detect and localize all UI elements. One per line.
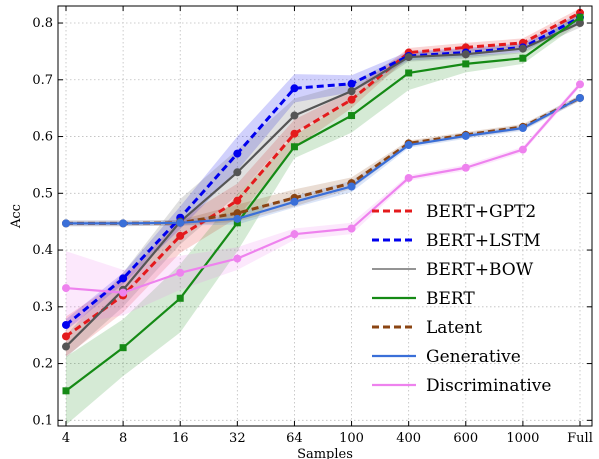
- legend-label-bert-lstm: BERT+LSTM: [426, 231, 541, 251]
- legend-label-latent: Latent: [426, 318, 482, 338]
- y-tick-label: 0.8: [32, 16, 53, 31]
- line-latent: [66, 96, 581, 225]
- y-tick-label: 0.5: [32, 186, 53, 201]
- point-discriminative: [233, 254, 242, 263]
- point-bert: [62, 387, 70, 395]
- point-bert-gpt2: [290, 129, 299, 138]
- series-lines: [65, 11, 581, 392]
- point-bert-bow: [461, 50, 470, 59]
- x-tick-label: 600: [453, 431, 478, 446]
- y-axis-title: Acc: [9, 204, 24, 229]
- point-latent: [233, 209, 242, 218]
- point-discriminative: [347, 224, 356, 233]
- line-generative: [66, 96, 581, 225]
- point-generative: [461, 131, 470, 140]
- point-discriminative: [119, 288, 128, 297]
- point-bert: [290, 143, 298, 151]
- line-bert: [65, 16, 581, 392]
- legend-label-bert: BERT: [426, 289, 475, 309]
- point-generative: [347, 182, 356, 191]
- y-tick-label: 0.7: [32, 73, 53, 88]
- point-bert-bow: [347, 87, 356, 96]
- point-bert-bow: [233, 168, 242, 177]
- axis-ticks: 4 8 16 32 64 100 400 600 1000 Full 0.1 0.2 0.3 0.4 0.5…: [32, 6, 593, 446]
- point-bert: [462, 60, 470, 68]
- point-bert-bow: [404, 53, 413, 62]
- point-bert-gpt2: [233, 196, 242, 205]
- point-discriminative: [576, 80, 584, 89]
- point-generative: [576, 93, 584, 102]
- point-generative: [62, 219, 70, 228]
- legend-label-bert-gpt2: BERT+GPT2: [426, 202, 536, 222]
- point-bert: [576, 13, 584, 21]
- point-bert: [176, 294, 184, 302]
- x-tick-label: 100: [339, 431, 364, 446]
- point-discriminative: [518, 145, 527, 154]
- point-bert-lstm: [62, 320, 70, 329]
- point-bert-lstm: [119, 274, 128, 283]
- legend-label-discriminative: Discriminative: [426, 376, 551, 396]
- y-tick-label: 0.6: [32, 130, 53, 145]
- x-tick-label: 64: [286, 431, 303, 446]
- point-bert-bow: [290, 111, 299, 120]
- band-bert-lstm: [66, 12, 580, 331]
- x-axis-title: Samples: [297, 447, 353, 459]
- point-discriminative: [290, 230, 299, 239]
- y-tick-label: 0.3: [32, 300, 53, 315]
- point-bert: [405, 69, 413, 77]
- point-discriminative: [176, 268, 185, 277]
- line-bert-bow: [65, 22, 581, 348]
- point-bert-gpt2: [176, 231, 185, 240]
- series-markers: [62, 8, 584, 395]
- point-bert-lstm: [290, 84, 299, 93]
- line-discriminative: [65, 83, 581, 294]
- point-bert-bow: [518, 44, 527, 53]
- point-bert: [119, 344, 127, 352]
- x-tick-label: 16: [172, 431, 189, 446]
- point-discriminative: [461, 163, 470, 172]
- y-tick-label: 0.2: [32, 357, 53, 372]
- legend: BERT+GPT2 BERT+LSTM BERT+BOW BERT Latent Gene…: [372, 202, 551, 396]
- point-bert-gpt2: [347, 95, 356, 104]
- point-bert: [519, 54, 527, 62]
- x-tick-label: 400: [396, 431, 421, 446]
- point-bert-lstm: [347, 79, 356, 88]
- point-discriminative: [404, 173, 413, 182]
- point-generative: [404, 141, 413, 150]
- line-bert-gpt2: [65, 11, 581, 338]
- point-bert-gpt2: [62, 332, 70, 341]
- point-bert: [348, 112, 356, 120]
- plot-frame: [57, 5, 593, 427]
- line-bert-lstm: [65, 16, 581, 327]
- x-tick-label: 4: [62, 431, 70, 446]
- point-generative: [233, 214, 242, 223]
- legend-label-bert-bow: BERT+BOW: [426, 260, 534, 280]
- point-bert-bow: [576, 19, 584, 28]
- x-tick-label: 8: [119, 431, 127, 446]
- grid: [58, 6, 592, 426]
- x-tick-label: Full: [567, 431, 593, 446]
- point-bert-bow: [62, 342, 70, 351]
- x-tick-label: 32: [229, 431, 246, 446]
- x-tick-label: 1000: [506, 431, 539, 446]
- band-discriminative: [66, 81, 580, 325]
- point-generative: [518, 124, 527, 133]
- point-generative: [290, 197, 299, 206]
- point-generative: [176, 218, 185, 227]
- y-tick-label: 0.1: [32, 413, 53, 428]
- point-bert-lstm: [233, 149, 242, 158]
- point-generative: [119, 219, 128, 228]
- legend-label-generative: Generative: [426, 347, 521, 367]
- y-tick-label: 0.4: [32, 243, 53, 258]
- point-discriminative: [62, 284, 70, 293]
